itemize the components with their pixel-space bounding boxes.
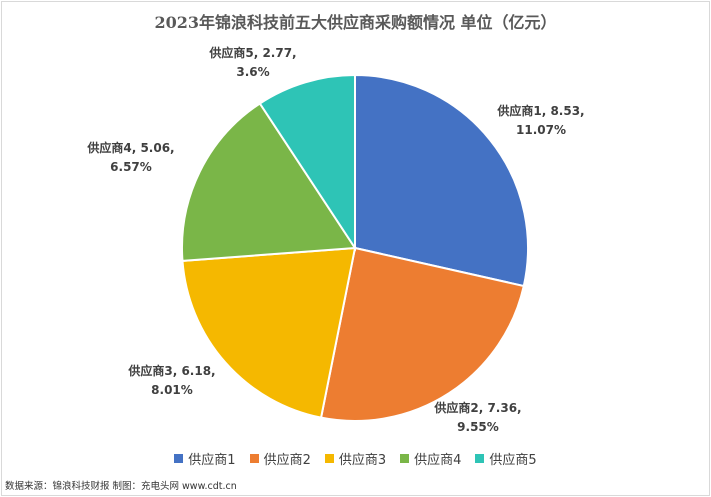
chart-title: 2023年锦浪科技前五大供应商采购额情况 单位（亿元） — [154, 13, 557, 32]
pie-slice-4 — [181, 102, 357, 262]
legend-item-2: 供应商2 — [249, 449, 311, 468]
pie-slice-2 — [319, 246, 525, 422]
legend-item-4: 供应商4 — [400, 449, 461, 468]
slice-label-5: 供应商5, 2.77, 3.6% — [208, 45, 296, 79]
legend-item-1: 供应商1 — [174, 449, 236, 468]
legend-item-3: 供应商3 — [324, 449, 387, 468]
legend-label-5: 供应商5 — [489, 453, 537, 468]
legend-label-2: 供应商2 — [263, 453, 311, 468]
slice-label-3: 供应商3, 6.18, 8.01% — [127, 363, 215, 397]
legend-item-5: 供应商5 — [475, 449, 537, 468]
legend-label-3: 供应商3 — [338, 453, 387, 468]
legend-swatch-2 — [249, 454, 259, 463]
pie-slice-5 — [258, 73, 356, 252]
legend-label-4: 供应商4 — [414, 453, 462, 468]
legend-swatch-1 — [174, 454, 184, 463]
legend-label-1: 供应商1 — [188, 453, 236, 468]
pie-slice-3 — [181, 246, 357, 419]
legend-swatch-3 — [324, 454, 334, 463]
source-note: 数据来源：锦浪科技财报 制图：充电头网 www.cdt.cn — [5, 481, 237, 492]
slice-label-4: 供应商4, 5.06, 6.57% — [86, 140, 174, 174]
pie-slice-1 — [354, 73, 529, 288]
legend-swatch-4 — [400, 454, 410, 463]
legend-swatch-5 — [475, 454, 485, 463]
slice-label-2: 供应商2, 7.36, 9.55% — [433, 400, 521, 434]
slice-label-1: 供应商1, 8.53, 11.07% — [496, 103, 584, 137]
chart-legend: 供应商1 供应商2 供应商3 供应商4 供应商5 — [0, 449, 711, 468]
